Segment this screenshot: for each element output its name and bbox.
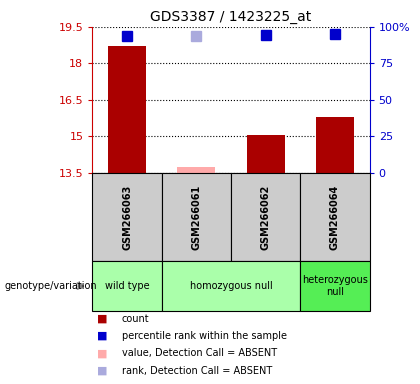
Text: heterozygous
null: heterozygous null xyxy=(302,275,368,297)
Bar xyxy=(316,117,354,173)
Bar xyxy=(108,46,146,173)
Text: GSM266061: GSM266061 xyxy=(192,184,201,250)
Text: genotype/variation: genotype/variation xyxy=(4,281,97,291)
Bar xyxy=(231,173,300,261)
Text: ■: ■ xyxy=(97,314,107,324)
Bar xyxy=(177,167,215,173)
Text: ■: ■ xyxy=(97,366,107,376)
Title: GDS3387 / 1423225_at: GDS3387 / 1423225_at xyxy=(150,10,312,25)
Text: ■: ■ xyxy=(97,348,107,358)
Text: homozygous null: homozygous null xyxy=(189,281,273,291)
Bar xyxy=(92,261,162,311)
Text: count: count xyxy=(122,314,150,324)
Text: GSM266064: GSM266064 xyxy=(330,184,340,250)
Text: wild type: wild type xyxy=(105,281,150,291)
Text: rank, Detection Call = ABSENT: rank, Detection Call = ABSENT xyxy=(122,366,272,376)
Text: value, Detection Call = ABSENT: value, Detection Call = ABSENT xyxy=(122,348,277,358)
Text: GSM266063: GSM266063 xyxy=(122,184,132,250)
Bar xyxy=(247,135,285,173)
Text: percentile rank within the sample: percentile rank within the sample xyxy=(122,331,287,341)
Text: ■: ■ xyxy=(97,331,107,341)
Text: GSM266062: GSM266062 xyxy=(261,184,270,250)
Bar xyxy=(300,173,370,261)
Bar xyxy=(162,261,300,311)
Bar xyxy=(92,173,162,261)
Bar xyxy=(300,261,370,311)
Bar xyxy=(162,173,231,261)
